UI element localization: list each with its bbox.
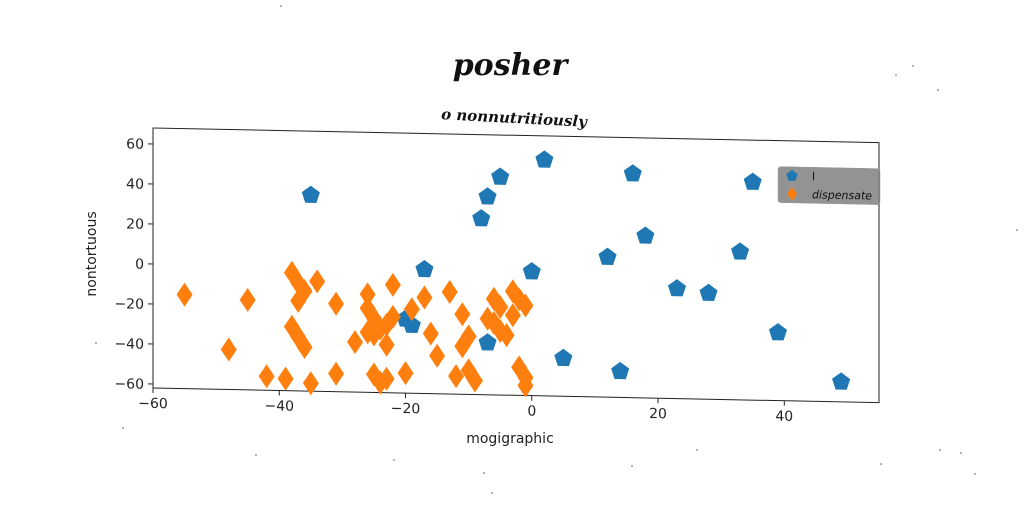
scatter-point-pentagon: [535, 150, 554, 168]
scatter-point-diamond: [296, 279, 313, 304]
y-tick-label: −60: [114, 376, 144, 393]
x-tick-label: 40: [775, 409, 793, 425]
scatter-point-pentagon: [636, 226, 655, 244]
scatter-point-pentagon: [598, 247, 617, 265]
scatter-point-diamond: [378, 332, 395, 357]
scatter-point-diamond: [384, 304, 401, 329]
scatter-point-diamond: [403, 297, 420, 322]
scatter-point-diamond: [220, 337, 237, 362]
y-tick-label: −20: [114, 296, 144, 313]
scatter-point-diamond: [372, 316, 389, 341]
scatter-point-pentagon: [522, 262, 541, 280]
scatter-point-pentagon: [623, 164, 642, 182]
scatter-point-pentagon: [301, 185, 320, 203]
scatter-point-diamond: [416, 285, 433, 310]
y-tick-label: 40: [126, 176, 144, 192]
scatter-point-diamond: [448, 364, 465, 389]
y-tick-label: 0: [135, 257, 144, 273]
legend-marker-pentagon: [786, 169, 798, 181]
y-tick-label: −40: [114, 336, 144, 353]
scatter-point-diamond: [372, 370, 389, 395]
x-tick-label: −20: [391, 401, 421, 418]
scatter-point-pentagon: [731, 242, 750, 260]
x-tick-label: −40: [264, 398, 294, 415]
background-noise: [95, 5, 1018, 494]
scatter-point-diamond: [309, 269, 326, 294]
scatter-point-pentagon: [478, 333, 497, 351]
scatter-point-diamond: [517, 373, 534, 398]
scatter-point-pentagon: [478, 187, 497, 205]
legend: l dispensate: [777, 166, 881, 205]
scatter-point-pentagon: [667, 279, 687, 297]
scatter-point-pentagon: [415, 259, 434, 278]
scatter-point-diamond: [454, 334, 471, 359]
scatter-point-diamond: [302, 371, 319, 396]
scatter-point-diamond: [328, 361, 345, 386]
chart-title: posher: [453, 48, 570, 83]
plot-axes: −60 −40 −20 0 20 40 −60 −40 −20 0 20 40 60 l dispens…: [114, 127, 881, 425]
x-axis-ticks: −60 −40 −20 0 20 40: [138, 387, 793, 425]
scatter-markers: [176, 150, 851, 398]
scatter-point-diamond: [466, 368, 483, 393]
chart-subtitle: o nonnutritiously: [441, 105, 589, 131]
scatter-point-diamond: [290, 288, 307, 313]
scatter-point-diamond: [296, 335, 313, 360]
scatter-point-pentagon: [699, 283, 718, 302]
scatter-point-diamond: [258, 364, 275, 389]
scatter-point-diamond: [239, 287, 256, 312]
scatter-point-diamond: [378, 366, 395, 391]
x-axis-label: mogigraphic: [466, 431, 554, 447]
scatter-point-pentagon: [402, 315, 421, 334]
x-tick-label: 20: [649, 406, 667, 422]
scatter-point-pentagon: [768, 323, 788, 341]
y-axis-ticks: −60 −40 −20 0 20 40 60: [114, 136, 153, 393]
scatter-point-diamond: [277, 366, 294, 391]
scatter-point-pentagon: [554, 348, 573, 367]
scatter-point-pentagon: [472, 209, 491, 227]
scatter-point-diamond: [517, 293, 534, 318]
legend-label: dispensate: [812, 188, 872, 202]
x-tick-label: 0: [527, 404, 536, 420]
scatter-point-diamond: [460, 324, 477, 349]
scatter-point-diamond: [422, 321, 439, 346]
scatter-point-diamond: [504, 303, 521, 328]
scatter-point-pentagon: [491, 167, 510, 185]
scatter-point-diamond: [347, 330, 364, 355]
y-axis-label: nontortuous: [84, 211, 100, 296]
scatter-point-pentagon: [611, 361, 630, 380]
scatter-point-diamond: [359, 282, 376, 307]
scatter-point-diamond: [441, 279, 458, 304]
scatter-point-diamond: [378, 312, 395, 337]
scatter-point-diamond: [429, 343, 446, 368]
legend-marker-diamond: [787, 186, 797, 201]
scatter-point-diamond: [328, 291, 345, 316]
plot-frame: [152, 127, 880, 404]
scatter-point-diamond: [176, 282, 193, 307]
scatter-point-diamond: [492, 295, 509, 320]
scatter-point-diamond: [454, 302, 471, 327]
scatter-point-diamond: [365, 322, 382, 347]
legend-label: l: [812, 170, 815, 183]
scatter-point-pentagon: [743, 172, 762, 190]
legend-box: [777, 166, 881, 205]
y-tick-label: 20: [126, 216, 144, 232]
x-tick-label: −60: [138, 396, 168, 413]
scatter-point-diamond: [397, 361, 414, 386]
scatter-point-pentagon: [832, 372, 851, 390]
scatter-point-diamond: [498, 323, 515, 348]
scatter-point-diamond: [384, 272, 401, 297]
series-1-markers: [176, 260, 534, 398]
y-tick-label: 60: [126, 136, 144, 152]
